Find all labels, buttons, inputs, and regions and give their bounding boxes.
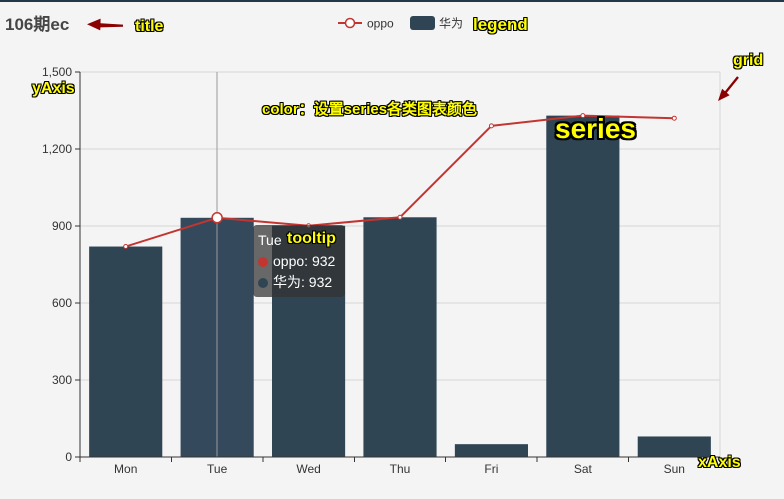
series-1-bar-sun[interactable] <box>637 436 711 457</box>
x-tick-label-fri: Fri <box>484 462 498 476</box>
tooltip-row: oppo: 932 <box>258 251 340 272</box>
y-axis-annotation: yAxis <box>32 80 75 97</box>
chart-title: 106期ec <box>5 15 70 34</box>
title-annotation: title <box>135 18 164 35</box>
tooltip-row: 华为: 932 <box>258 272 340 293</box>
series-1-bar-fri[interactable] <box>454 444 528 457</box>
tooltip-annotation: tooltip <box>287 230 336 247</box>
series-0-point-mon[interactable] <box>123 244 129 250</box>
x-tick-label-sat: Sat <box>574 462 593 476</box>
tooltip-series-name: 华为 <box>273 274 301 290</box>
color-annotation: color：设置series各类图表颜色 <box>262 101 478 118</box>
x-tick-label-wed: Wed <box>296 462 320 476</box>
series-0-point-thu[interactable] <box>397 214 403 220</box>
y-tick-label: 0 <box>65 450 72 464</box>
x-tick-label-tue: Tue <box>207 462 228 476</box>
legend: oppo 华为 <box>338 16 463 31</box>
y-tick-label: 900 <box>52 219 72 233</box>
tooltip-marker-icon <box>258 278 268 288</box>
y-tick-label: 300 <box>52 373 72 387</box>
legend-annotation: legend <box>473 15 528 34</box>
series-1-bar-thu[interactable] <box>363 217 437 457</box>
series-0-point-sat[interactable] <box>580 113 586 119</box>
tooltip-separator: : <box>301 274 309 290</box>
series-0-point-fri[interactable] <box>488 123 494 129</box>
tooltip-title: Tue <box>258 232 282 248</box>
x-tick-label-sun: Sun <box>664 462 685 476</box>
series-0-point-sun[interactable] <box>671 115 677 121</box>
grid-annotation: grid <box>733 52 764 69</box>
series-0-point-tue[interactable] <box>211 212 223 224</box>
legend-label-series-1: 华为 <box>439 17 463 31</box>
tooltip-series-value: 932 <box>311 253 336 269</box>
tooltip: Tue oppo: 932 华为: 932 <box>253 225 345 297</box>
series-1-bar-sat[interactable] <box>546 115 620 457</box>
axis-layer: 0 300 600 900 1,200 1,500 Mon Tue Wed Thu Fri Sat Su… <box>42 65 721 476</box>
x-tick-label-mon: Mon <box>114 462 137 476</box>
y-tick-label: 1,500 <box>42 65 72 79</box>
bar-series-layer <box>89 115 711 457</box>
tooltip-series-name: oppo <box>273 253 305 269</box>
series-1-bar-mon[interactable] <box>89 246 163 457</box>
y-tick-label: 1,200 <box>42 142 72 156</box>
grid-arrow-icon <box>718 76 739 101</box>
tooltip-marker-icon <box>258 257 268 267</box>
x-tick-label-thu: Thu <box>390 462 411 476</box>
x-axis-annotation: xAxis <box>698 454 741 471</box>
legend-item-series-1[interactable]: 华为 <box>410 16 463 31</box>
series-annotation: series <box>555 113 636 144</box>
tooltip-rows: oppo: 932 华为: 932 <box>258 251 340 293</box>
tooltip-separator: : <box>304 253 312 269</box>
top-border <box>0 0 784 2</box>
title-arrow-icon <box>87 18 123 31</box>
y-tick-label: 600 <box>52 296 72 310</box>
legend-circle-icon <box>344 17 356 29</box>
legend-rect-icon <box>410 16 435 30</box>
legend-item-series-0[interactable]: oppo <box>338 17 394 31</box>
legend-label-series-0: oppo <box>367 17 394 31</box>
tooltip-series-value: 932 <box>308 274 333 290</box>
